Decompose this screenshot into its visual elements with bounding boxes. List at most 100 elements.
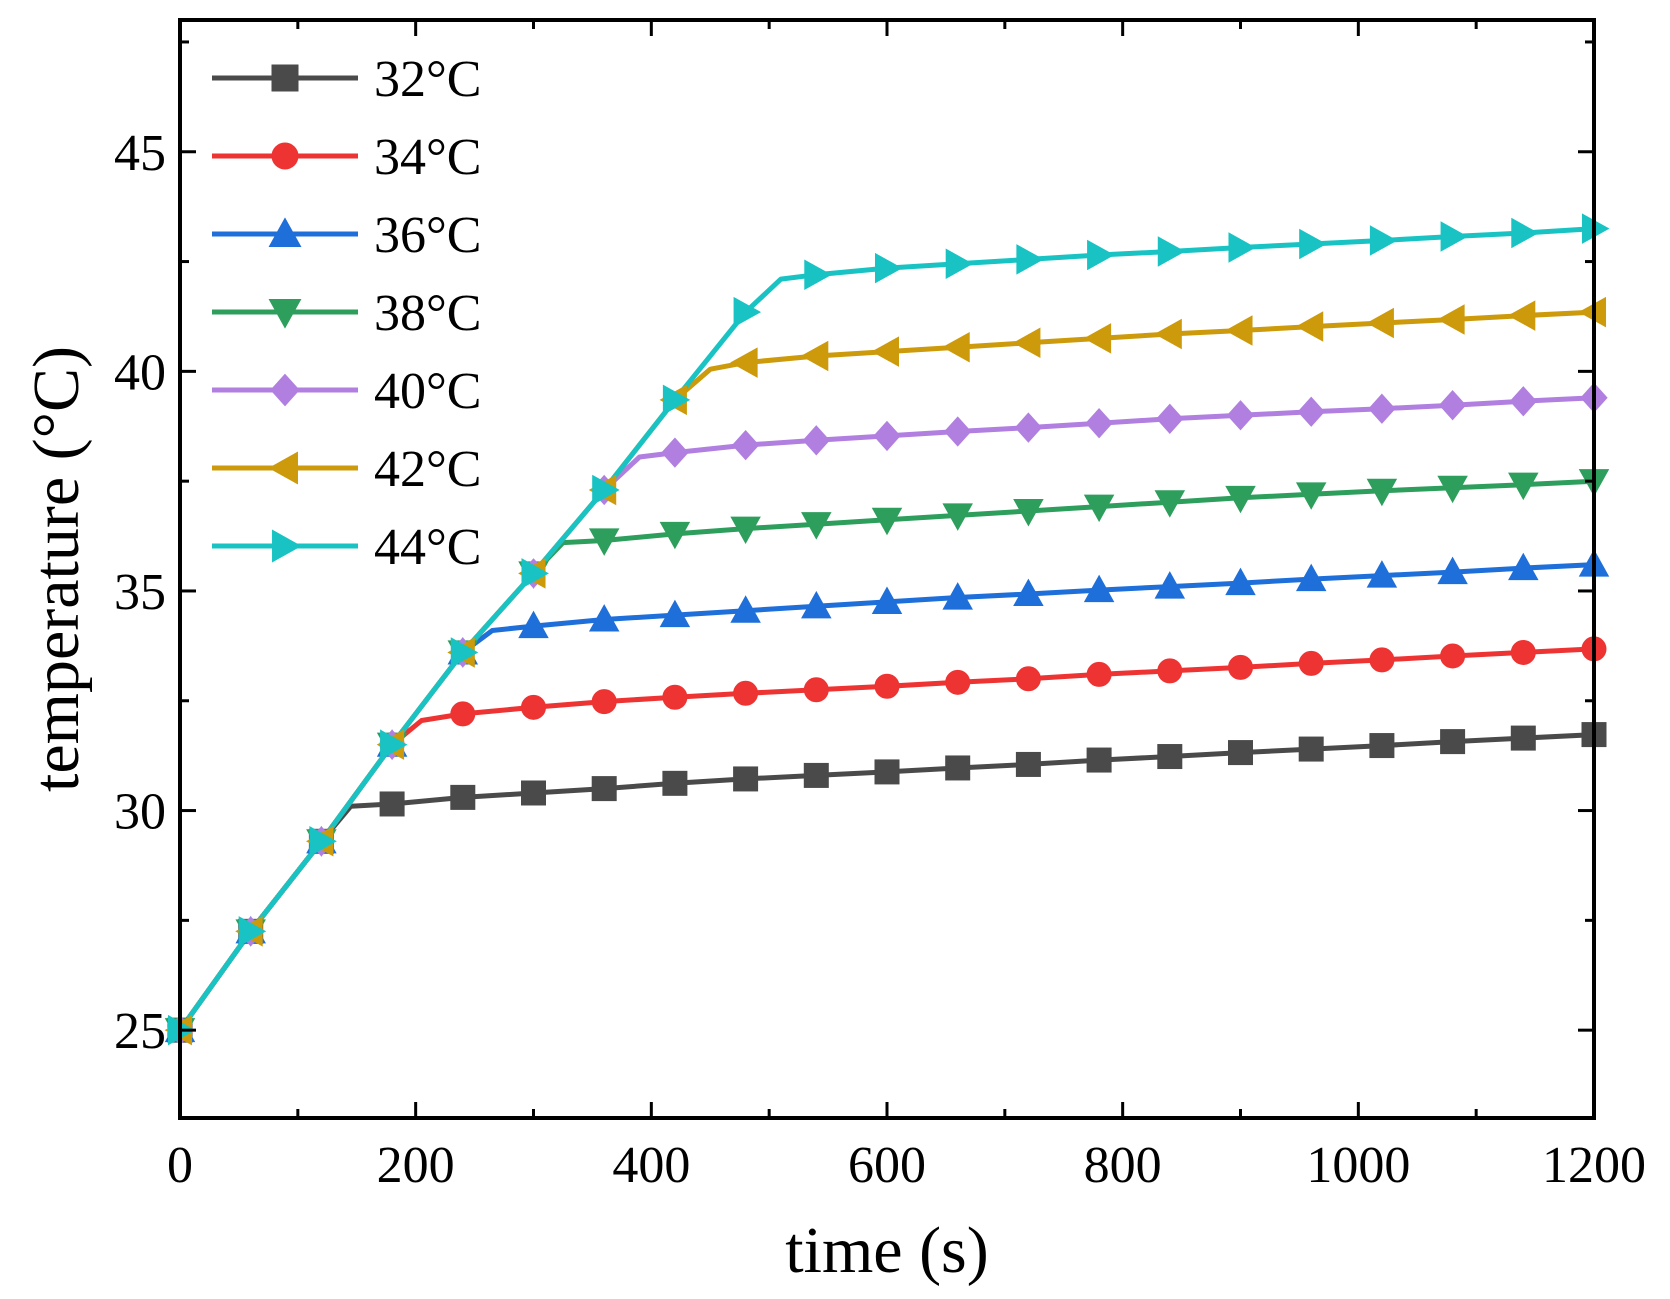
data-point [1086,747,1112,773]
data-point [874,673,900,699]
data-point [1154,490,1186,518]
data-point [1366,307,1394,339]
data-point [1369,733,1395,759]
y-tick-label: 30 [114,784,166,841]
data-point [730,516,761,545]
data-point [1509,386,1537,417]
x-tick-label: 600 [848,1137,926,1194]
series-line [177,732,1595,1032]
x-tick-label: 400 [612,1137,690,1194]
data-point [588,528,620,556]
legend-label: 38°C [374,285,481,342]
data-point [1366,478,1398,507]
data-point [1225,485,1256,514]
data-point [662,684,688,710]
data-point [730,595,761,623]
y-tick-label: 25 [114,1003,166,1060]
x-tick-label: 200 [377,1137,455,1194]
x-tick-label: 1000 [1306,1137,1410,1194]
data-point [733,766,759,792]
data-point [1228,654,1253,680]
x-tick-label: 800 [1084,1137,1162,1194]
data-point [1295,563,1327,592]
data-point [1014,412,1043,443]
data-point [1368,393,1396,424]
data-point [803,762,829,788]
data-point [804,259,832,290]
data-point [945,669,971,695]
data-point [591,689,617,715]
legend: 32°C 34°C 36°C 38°C 40°C 42°C 44°C [212,51,481,576]
data-point [238,916,267,947]
data-point [379,791,405,817]
data-point [1437,556,1468,585]
data-point [733,296,762,328]
data-point [1085,408,1113,439]
legend-label: 44°C [374,519,481,576]
data-point [380,729,408,760]
data-point [450,701,476,727]
data-point [1298,650,1324,676]
data-point [1083,494,1115,523]
data-point [730,347,758,378]
data-point [801,590,832,619]
data-point [591,776,617,802]
data-point [944,416,972,447]
data-point [1157,236,1186,267]
series-markers [164,213,1610,1046]
legend-label: 40°C [374,363,481,420]
data-point [1437,475,1468,504]
series-lines [177,226,1595,1032]
y-tick-label: 40 [114,344,166,401]
data-point [733,680,759,706]
legend-label: 42°C [374,441,481,498]
data-point [802,425,830,456]
data-point [800,340,829,372]
data-point [1295,482,1327,510]
data-point [871,507,903,536]
data-point [1511,217,1539,249]
data-point [1228,740,1253,766]
data-point [1440,729,1466,755]
series-line [177,646,1595,1032]
data-point [1225,567,1256,596]
data-point [1226,400,1255,431]
data-point [1154,318,1182,350]
data-point [801,512,832,540]
data-point [871,586,903,614]
data-point [1013,578,1044,607]
data-point [1157,744,1183,770]
data-point [942,331,970,363]
data-point [1087,239,1115,271]
data-point [1366,560,1398,588]
data-point [1510,639,1536,665]
legend-marker [271,64,299,92]
axis-ticks [178,20,1596,1118]
data-point [1015,751,1041,777]
data-point [662,384,691,416]
data-point [592,474,620,506]
legend-label: 32°C [374,51,481,108]
data-point [1154,571,1186,599]
series-line [177,226,1595,1032]
y-tick-label: 45 [114,125,166,182]
data-point [588,604,620,632]
legend-marker [268,451,298,485]
legend-marker [268,217,302,247]
y-axis-title: temperature (°C) [20,346,93,792]
data-point [942,582,973,610]
data-point [1508,552,1539,581]
data-point [1440,643,1466,669]
data-point [1225,315,1253,346]
data-point [1510,725,1536,751]
data-point [521,780,546,806]
data-point [1015,666,1041,692]
x-axis-title: time (s) [785,1214,988,1287]
data-point [309,826,337,857]
x-tick-label: 1200 [1542,1137,1646,1194]
data-point [945,755,971,781]
data-point [1369,647,1395,673]
data-point [518,610,549,639]
x-tick-label: 0 [167,1137,193,1194]
